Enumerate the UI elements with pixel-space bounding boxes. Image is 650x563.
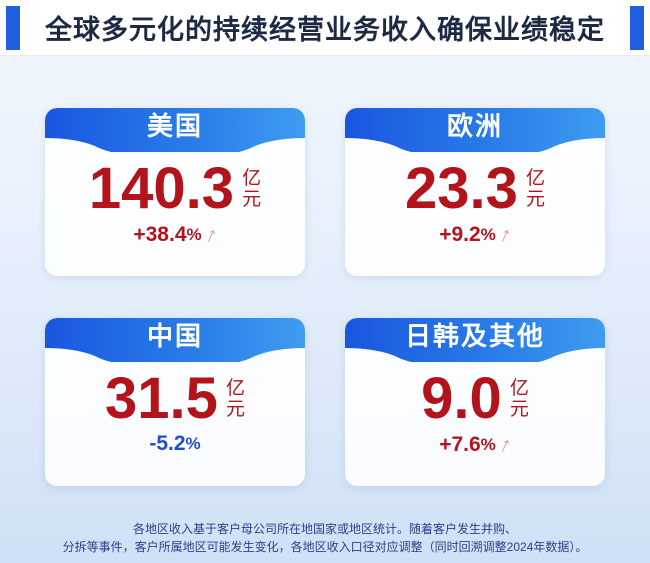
region-name: 日韩及其他 (345, 318, 605, 362)
arrow-up-icon: ↑ (495, 220, 516, 249)
region-name: 欧洲 (345, 108, 605, 152)
arrow-up-icon: ↑ (201, 220, 222, 249)
revenue-value: 140.3 (88, 156, 235, 221)
unit-bottom: 元 (225, 399, 245, 420)
page-title: 全球多元化的持续经营业务收入确保业绩稳定 (45, 15, 605, 45)
arrow-up-icon: ↑ (495, 430, 516, 459)
unit-bottom: 元 (525, 189, 545, 210)
unit-top: 亿 (242, 168, 262, 189)
unit-top: 亿 (525, 168, 545, 189)
change-value: -5.2 (149, 432, 186, 455)
region-card-china: 中国 31.5 亿元 -5.2% (45, 318, 305, 486)
region-name: 美国 (45, 108, 305, 152)
change-value: +9.2 (439, 223, 481, 246)
percent-sign: % (480, 435, 496, 454)
title-bar: 全球多元化的持续经营业务收入确保业绩稳定 (0, 0, 650, 56)
change-value: +7.6 (439, 433, 481, 456)
unit-bottom: 元 (242, 189, 262, 210)
revenue-value: 9.0 (421, 366, 502, 431)
region-card-usa: 美国 140.3 亿元 +38.4% ↑ (45, 108, 305, 276)
region-card-europe: 欧洲 23.3 亿元 +9.2% ↑ (345, 108, 605, 276)
revenue-value: 23.3 (405, 156, 518, 221)
revenue-value: 31.5 (105, 366, 218, 431)
region-card-japan-korea-other: 日韩及其他 9.0 亿元 +7.6% ↑ (345, 318, 605, 486)
change-value: +38.4 (133, 223, 187, 246)
percent-sign: % (186, 225, 202, 244)
footnote-line-1: 各地区收入基于客户母公司所在地国家或地区统计。随着客户发生并购、 (132, 522, 517, 536)
title-accent-right (630, 6, 644, 50)
unit-bottom: 元 (509, 399, 529, 420)
unit-top: 亿 (509, 378, 529, 399)
footnote-line-2: 分拆等事件，客户所属地区可能发生变化，各地区收入口径对应调整（同时回溯调整202… (62, 540, 588, 554)
unit-top: 亿 (225, 378, 245, 399)
percent-sign: % (185, 434, 201, 453)
title-accent-left (6, 6, 20, 50)
percent-sign: % (480, 225, 496, 244)
region-name: 中国 (45, 318, 305, 362)
